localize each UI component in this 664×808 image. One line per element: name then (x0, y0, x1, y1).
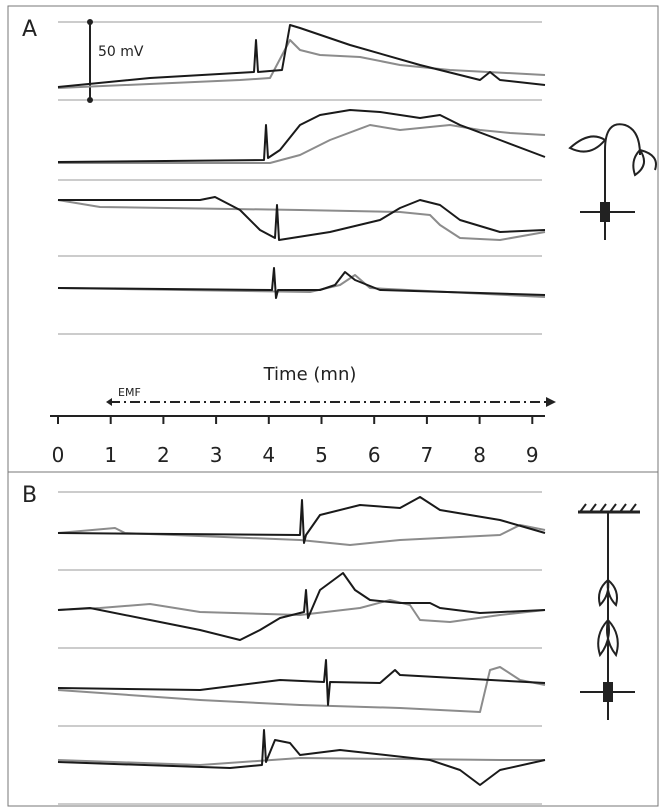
tick-label: 4 (262, 443, 275, 467)
tick-label: 5 (315, 443, 328, 467)
tick-label: 8 (473, 443, 486, 467)
time-ticks: 0 1 2 3 4 5 6 7 8 9 (52, 416, 539, 467)
panel-label: B (22, 483, 37, 508)
panel-label: A (22, 17, 37, 42)
tick-label: 0 (52, 443, 65, 467)
tick-label: 2 (157, 443, 170, 467)
tick-label: 1 (104, 443, 117, 467)
axis-title: Time (mn) (263, 364, 357, 385)
tick-label: 7 (421, 443, 434, 467)
traces-b (57, 496, 546, 786)
tick-label: 9 (526, 443, 539, 467)
plant-icon-hanging (578, 503, 640, 720)
figure-border (7, 5, 659, 807)
scale-bar (87, 19, 93, 103)
grid-lines (58, 21, 542, 805)
tick-label: 3 (210, 443, 223, 467)
scale-label: 50 mV (98, 44, 144, 60)
stimulus-label: EMF (118, 386, 141, 399)
tick-label: 6 (368, 443, 381, 467)
plant-icon-upright (568, 123, 657, 240)
traces-a (57, 24, 546, 299)
